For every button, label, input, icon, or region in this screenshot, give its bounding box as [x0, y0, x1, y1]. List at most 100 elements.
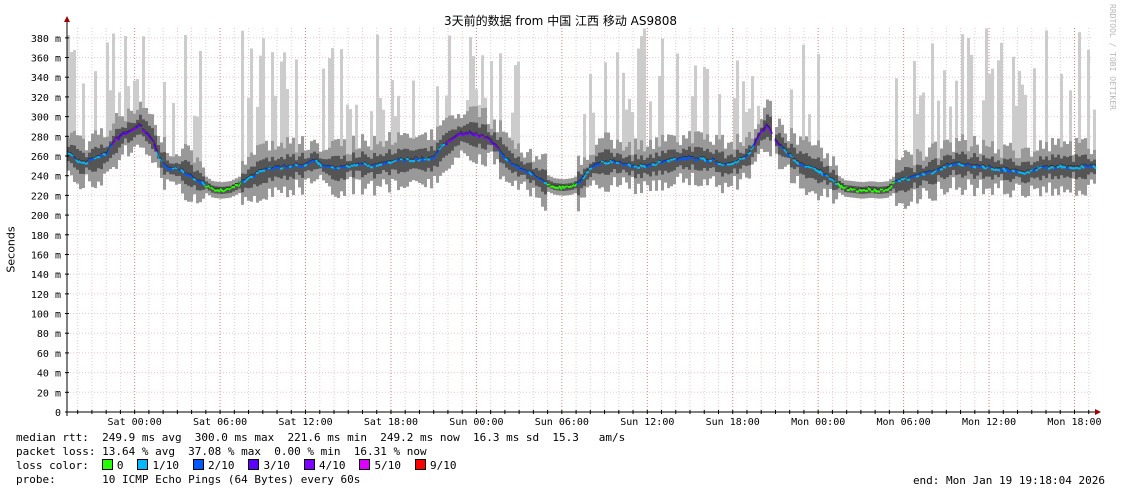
median-outline [1053, 165, 1058, 168]
median-outline [354, 162, 359, 165]
median-outline [741, 155, 746, 158]
median-outline [78, 159, 83, 163]
median-outline [1089, 163, 1094, 166]
smoke-high [328, 58, 331, 177]
median-outline [957, 161, 962, 164]
smoke-high [919, 95, 922, 186]
median-segment [507, 158, 512, 164]
smoke-high [295, 59, 298, 176]
smoke-high [94, 71, 97, 170]
median-segment [876, 190, 881, 193]
median-outline [282, 163, 287, 166]
median-outline [231, 184, 236, 186]
median-outline [306, 160, 311, 163]
median-segment [1065, 167, 1070, 170]
median-segment [456, 133, 461, 137]
median-segment [123, 132, 128, 135]
median-outline [339, 165, 344, 167]
median-segment [804, 164, 809, 169]
median-outline [378, 161, 383, 164]
median-outline [825, 173, 830, 177]
smoke-dark [268, 161, 271, 178]
packet-loss-stats: packet loss: 13.64 % avg 37.08 % max 0.0… [16, 445, 427, 458]
median-outline [180, 167, 185, 171]
smoke-dark [454, 129, 457, 147]
median-outline [516, 164, 521, 167]
y-tick-label: 200 m [31, 211, 61, 222]
median-segment [774, 138, 779, 145]
median-segment [78, 160, 83, 164]
median-segment [453, 134, 458, 139]
smoke-high [604, 62, 607, 172]
smoke-high [370, 111, 373, 176]
median-segment [831, 178, 836, 183]
median-outline [618, 160, 623, 163]
median-segment [102, 152, 107, 156]
smoke-high [247, 98, 250, 189]
median-outline [864, 187, 869, 190]
median-outline [846, 187, 851, 189]
median-segment [849, 187, 854, 192]
loss-color-swatch [137, 459, 149, 470]
median-outline [576, 179, 581, 184]
x-tick-label: Sat 06:00 [193, 417, 247, 428]
median-segment [141, 128, 146, 133]
median-segment [582, 173, 587, 180]
median-outline [1059, 163, 1064, 166]
smoke-high [271, 52, 274, 179]
median-segment [204, 184, 209, 188]
median-outline [636, 164, 641, 167]
median-outline [198, 179, 203, 182]
median-outline [474, 131, 479, 135]
smoke-high [481, 55, 484, 147]
latency-chart: 0 20 m 40 m 60 m 80 m 100 m 120 m 140 m 160 m 180… [31, 16, 1102, 428]
median-outline [681, 155, 686, 158]
smoke-dark [757, 132, 760, 146]
median-segment [519, 167, 524, 171]
median-outline [663, 159, 668, 161]
loss-color-swatch [248, 459, 260, 470]
median-outline [1047, 165, 1052, 168]
smoke-dark [802, 153, 805, 175]
median-outline [528, 169, 533, 174]
median-segment [408, 159, 413, 163]
smoke-dark [1009, 158, 1012, 182]
median-outline [435, 148, 440, 154]
median-outline [363, 161, 368, 164]
median-outline [1038, 165, 1043, 168]
median-outline [795, 160, 800, 162]
median-outline [411, 157, 416, 161]
y-tick-label: 260 m [31, 152, 61, 163]
median-segment [558, 185, 563, 190]
median-segment [807, 165, 812, 169]
smoke-high [922, 92, 925, 185]
smoke-high [490, 61, 493, 151]
median-outline [195, 179, 200, 181]
median-segment [468, 130, 473, 135]
median-segment [1080, 164, 1085, 169]
median-segment [471, 133, 476, 137]
smoke-high [691, 96, 694, 168]
y-tick-label: 80 m [37, 329, 61, 340]
median-segment [783, 148, 788, 154]
median-outline [594, 161, 599, 166]
smoke-dark [694, 146, 697, 170]
median-outline [591, 163, 596, 167]
median-segment [105, 149, 110, 156]
median-segment [573, 182, 578, 188]
smoke-dark [256, 161, 259, 187]
loss-color-item: 5/10 [359, 459, 401, 473]
smoke-high [1078, 32, 1081, 177]
y-tick-label: 320 m [31, 93, 61, 104]
median-segment [318, 162, 323, 168]
y-tick-label: 220 m [31, 191, 61, 202]
smoke-high [259, 55, 262, 183]
median-outline [192, 176, 197, 180]
median-outline [867, 186, 872, 189]
x-axis-arrow [1095, 409, 1101, 415]
median-outline [660, 160, 665, 163]
median-segment [111, 139, 116, 146]
median-segment [642, 164, 647, 169]
smoke-dark [241, 173, 244, 193]
median-segment [450, 136, 455, 142]
